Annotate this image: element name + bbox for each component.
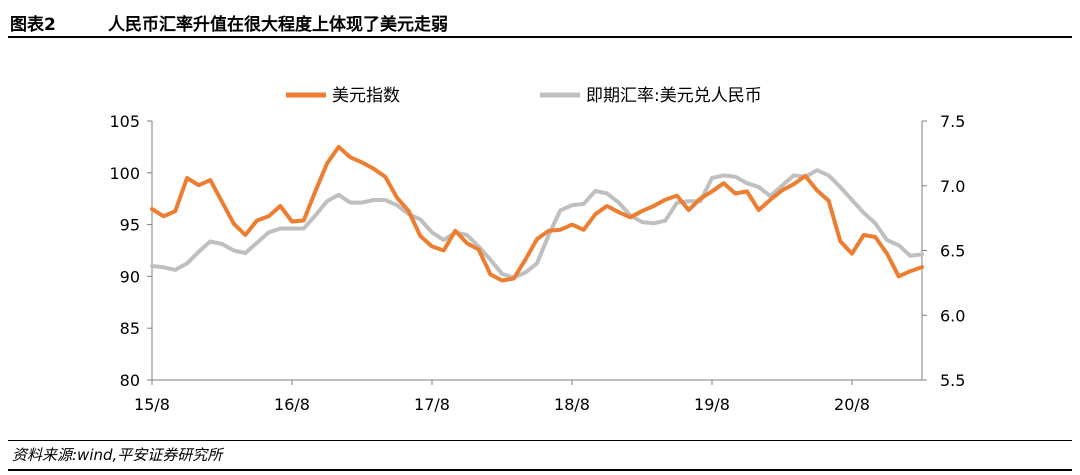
legend-item-usdcny-label: 即期汇率:美元兑人民币 [586,86,762,106]
dual-axis-line-chart: 美元指数 即期汇率:美元兑人民币 80 85 90 95 100 105 5.5 6.0 6.5 7… [109,86,965,414]
figure-header: 图表2 人民币汇率升值在很大程度上体现了美元走弱 [8,6,1072,38]
x-tick-label: 20/8 [834,395,870,414]
figure-label: 图表2 [10,15,56,35]
x-tick-label: 19/8 [694,395,730,414]
x-tick-label: 18/8 [554,395,590,414]
legend-item-dollar-index-label: 美元指数 [332,86,400,106]
figure-footer: 资料来源:wind,平安证券研究所 [8,440,1072,471]
left-tick-label: 85 [120,319,140,338]
left-tick-label: 95 [120,216,140,235]
right-tick-label: 6.5 [940,242,965,261]
right-tick-label: 6.0 [940,306,965,325]
figure-title: 人民币汇率升值在很大程度上体现了美元走弱 [108,15,448,35]
right-tick-label: 7.5 [940,112,965,131]
x-tick-label: 15/8 [134,395,170,414]
series-line-usdcny [150,168,924,280]
chart-legend: 美元指数 即期汇率:美元兑人民币 [286,86,762,106]
right-tick-label: 5.5 [940,371,965,390]
left-tick-label: 80 [120,371,140,390]
chart-axes: 80 85 90 95 100 105 5.5 6.0 6.5 7.0 7.5 15/8 16/8 17/… [109,112,965,414]
right-tick-label: 7.0 [940,177,965,196]
source-note: 资料来源:wind,平安证券研究所 [12,446,223,464]
left-tick-label: 105 [109,112,140,131]
x-tick-label: 16/8 [274,395,310,414]
x-tick-label: 17/8 [414,395,450,414]
left-tick-label: 100 [109,164,140,183]
left-tick-label: 90 [120,267,140,286]
chart-series [150,144,924,283]
series-line-dollar-index [150,144,924,283]
